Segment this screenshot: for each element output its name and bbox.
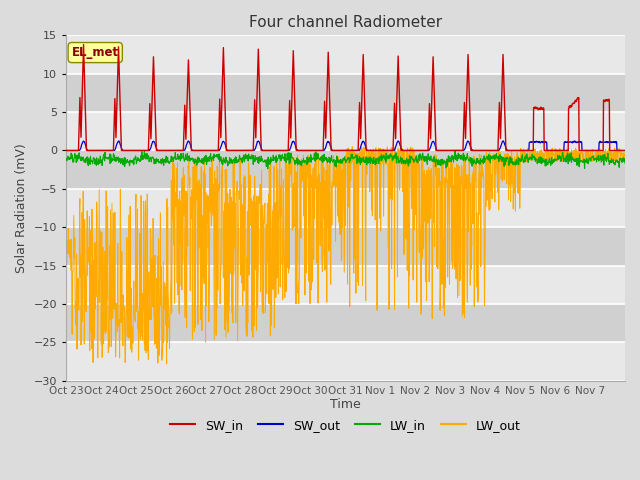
LW_out — [348, 144, 356, 149]
SW_in — [621, 147, 629, 153]
Y-axis label: Solar Radiation (mV): Solar Radiation (mV) — [15, 143, 28, 273]
SW_in — [614, 147, 622, 153]
LW_out — [614, 147, 622, 153]
LW_in — [332, 163, 339, 169]
LW_out — [332, 167, 339, 173]
SW_out — [150, 138, 157, 144]
LW_in — [62, 157, 70, 163]
Legend: SW_in, SW_out, LW_in, LW_out: SW_in, SW_out, LW_in, LW_out — [165, 414, 526, 437]
Bar — [66, 304, 625, 342]
Bar — [66, 150, 625, 189]
LW_in — [621, 160, 629, 166]
SW_out — [499, 138, 507, 144]
LW_in — [150, 156, 157, 161]
SW_in — [321, 98, 328, 104]
LW_out — [163, 361, 170, 367]
SW_out — [621, 147, 629, 153]
Line: SW_in: SW_in — [66, 45, 625, 150]
LW_out — [478, 157, 486, 163]
Line: LW_out: LW_out — [66, 146, 625, 364]
LW_in — [560, 159, 568, 165]
SW_in — [559, 147, 567, 153]
Bar — [66, 112, 625, 150]
SW_out — [477, 147, 485, 153]
SW_in — [80, 42, 88, 48]
Line: SW_out: SW_out — [66, 141, 625, 150]
X-axis label: Time: Time — [330, 398, 361, 411]
Bar — [66, 36, 625, 74]
LW_out — [150, 290, 157, 296]
LW_in — [264, 166, 271, 171]
Bar — [66, 74, 625, 112]
SW_out — [62, 147, 70, 153]
SW_in — [62, 147, 70, 153]
Bar — [66, 265, 625, 304]
SW_out — [331, 147, 339, 153]
SW_in — [477, 147, 485, 153]
Title: Four channel Radiometer: Four channel Radiometer — [249, 15, 442, 30]
LW_in — [321, 155, 328, 160]
Bar — [66, 227, 625, 265]
LW_out — [621, 150, 629, 156]
SW_out — [321, 147, 328, 153]
SW_out — [559, 147, 567, 153]
Line: LW_in: LW_in — [66, 151, 625, 168]
LW_in — [478, 159, 486, 165]
Bar — [66, 189, 625, 227]
LW_out — [321, 184, 328, 190]
LW_out — [560, 149, 568, 155]
SW_in — [150, 66, 157, 72]
Text: EL_met: EL_met — [72, 46, 119, 59]
SW_in — [332, 147, 339, 153]
LW_out — [62, 238, 70, 244]
LW_in — [614, 158, 622, 164]
Bar — [66, 342, 625, 381]
SW_out — [614, 147, 622, 153]
LW_in — [451, 148, 459, 154]
